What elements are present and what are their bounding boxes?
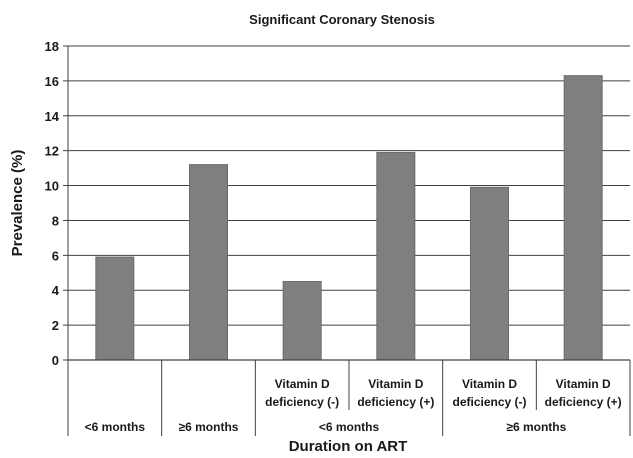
y-axis-label: Prevalence (%) (9, 150, 26, 257)
y-tick-label: 16 (45, 74, 59, 89)
group-label: ≥6 months (506, 420, 566, 434)
category-label: deficiency (+) (545, 395, 622, 409)
y-tick-labels: 0 2 4 6 8 10 12 14 16 18 (45, 39, 60, 368)
category-label: Vitamin D (556, 377, 611, 391)
group-label: <6 months (319, 420, 380, 434)
y-tick-label: 2 (52, 318, 59, 333)
category-label: Vitamin D (275, 377, 330, 391)
bar (95, 256, 135, 361)
bar (563, 75, 603, 361)
chart-title: Significant Coronary Stenosis (249, 12, 435, 27)
y-tick-label: 6 (52, 248, 59, 263)
bars (95, 75, 603, 361)
bar (376, 151, 416, 361)
y-tick-label: 4 (52, 283, 60, 298)
category-label: deficiency (-) (265, 395, 339, 409)
x-axis-label: Duration on ART (289, 438, 408, 455)
gridlines (63, 45, 630, 361)
y-tick-label: 0 (52, 353, 59, 368)
category-label: ≥6 months (179, 420, 239, 434)
category-label: Vitamin D (462, 377, 517, 391)
category-label: <6 months (85, 420, 146, 434)
y-tick-label: 12 (45, 144, 59, 159)
y-tick-label: 14 (45, 109, 60, 124)
category-labels: <6 months ≥6 months Vitamin D deficiency (-… (67, 359, 631, 436)
y-tick-label: 10 (45, 179, 59, 194)
y-tick-label: 8 (52, 213, 59, 228)
category-label: deficiency (+) (357, 395, 434, 409)
category-label: deficiency (-) (452, 395, 526, 409)
category-label: Vitamin D (368, 377, 423, 391)
bar (189, 164, 228, 361)
bar (282, 281, 322, 361)
bar (470, 186, 509, 361)
y-tick-label: 18 (45, 39, 59, 54)
